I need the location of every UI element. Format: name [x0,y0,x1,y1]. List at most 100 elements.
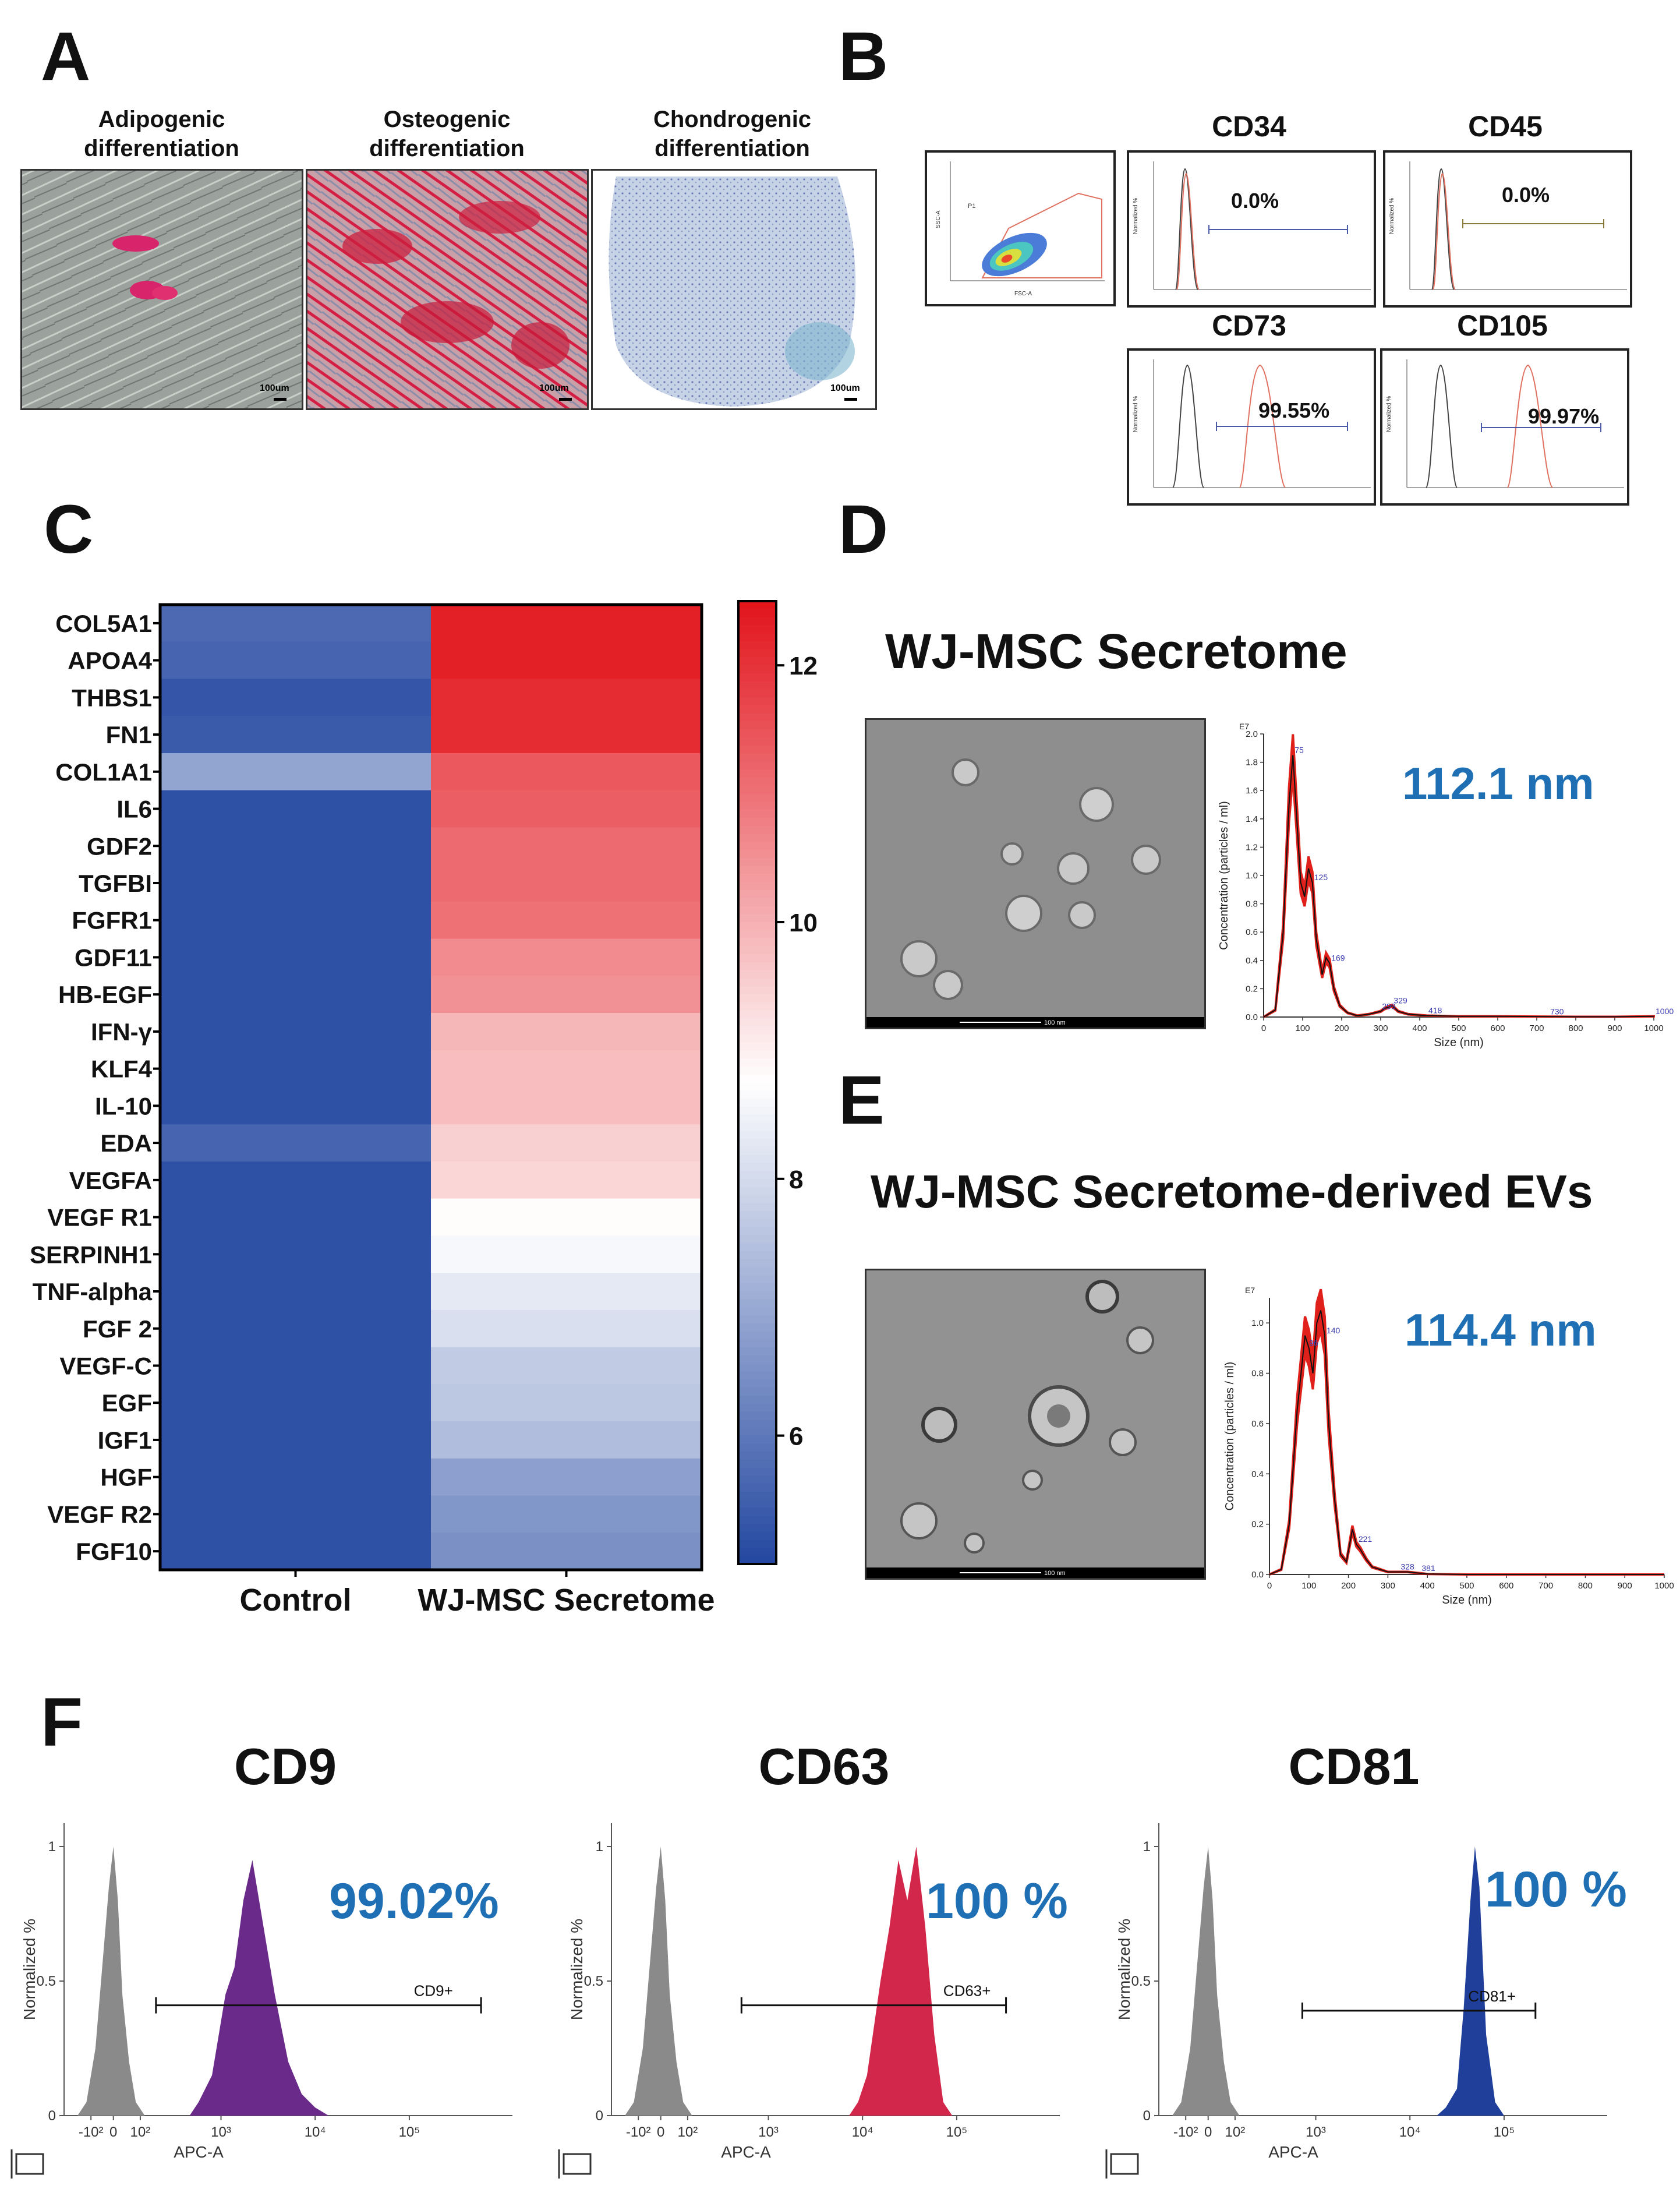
heatmap-cell-FGF 2-1 [431,1309,702,1348]
colorbar-segment [738,1002,776,1011]
evs-em-image: 100 nm [865,1269,1206,1580]
heatmap-svg: COL5A1 APOA4 THBS1 FN1 COL1A1 IL6 GDF2 TGFBI FGF… [30,600,818,1618]
panel-f-letter: F [41,1684,83,1761]
chondrogenic-image: 100um [593,171,875,408]
heatmap-row-label: COL5A1 [55,610,152,637]
colorbar-segment [738,1275,776,1284]
heatmap-col-label: WJ-MSC Secretome [418,1583,715,1618]
panel-e-title: WJ-MSC Secretome-derived EVs [871,1166,1593,1217]
heatmap-cell-FN1-0 [160,716,432,754]
colorbar-segment [738,1427,776,1436]
cd9-histogram-container: 0 0.5 1 -10² 0 10² 10³ 10⁴ 10⁵ APC-A Normalized % C… [0,1800,559,2193]
secretome-nta-x-tick-label: 600 [1490,1023,1505,1033]
heatmap-cell-VEGFA-1 [431,1161,702,1199]
cd9-histogram: 0 0.5 1 -10² 0 10² 10³ 10⁴ 10⁵ APC-A Normalized % C… [10,1823,512,2179]
chondrogenic-title: Chondrogenic differentiation [653,107,812,161]
heatmap-cell-TGFBI-0 [160,864,432,902]
heatmap-cell-FGF10-0 [160,1533,432,1570]
colorbar-segment [738,753,776,762]
osteogenic-micrograph: 100um [306,169,589,410]
colorbar-segment [738,954,776,963]
colorbar-segment [738,1187,776,1195]
osteogenic-scalebar-label: 100um [539,383,569,393]
secretome-nta-peak-label: 299 [1382,1001,1396,1011]
colorbar-segment [738,802,776,810]
f1-cd63-x-tick-label: 10⁴ [852,2124,873,2140]
f2-cd81-x-tick-label: 10³ [1306,2124,1326,2140]
heatmap-row-label: FGF 2 [83,1315,152,1343]
cd105-title: CD105 [1457,309,1548,342]
evs-nta-error-band [1269,1288,1664,1576]
f2-cd81-zoom-icon [1110,2153,1139,2175]
colorbar-segment [738,1131,776,1139]
colorbar-segment [738,1540,776,1549]
heatmap-cell-HB-EGF-0 [160,976,432,1014]
heatmap-cell-VEGFA-0 [160,1161,432,1199]
colorbar-segment [738,673,776,682]
colorbar-segment [738,1339,776,1348]
cd34-y-axis: Normalized % [1133,198,1139,234]
f1-cd63-x-tick-label: 10² [678,2124,698,2140]
evs-nta-peak-label: 328 [1400,1562,1414,1572]
colorbar-segment [738,729,776,738]
heatmap-cell-THBS1-0 [160,679,432,716]
heatmap-cell-SERPINH1-1 [431,1235,702,1273]
heatmap-cell-VEGF R2-1 [431,1495,702,1533]
secretome-em-scale: 100 nm [1044,1019,1066,1026]
evs-nta-x-tick-label: 800 [1578,1581,1593,1591]
evs-nta-x-tick-label: 900 [1618,1581,1632,1591]
secretome-nta-mean-line [1263,755,1654,1018]
colorbar-segment [738,930,776,939]
heatmap-cell-COL5A1-0 [160,605,432,642]
cd45-percent: 0.0% [1502,183,1550,207]
colorbar-segment [738,1155,776,1163]
heatmap-cell-HGF-1 [431,1458,702,1496]
f1-cd63-isotype-peak [611,1847,692,2116]
heatmap-cell-GDF11-1 [431,938,702,976]
heatmap-cell-FGF10-1 [431,1533,702,1570]
f1-cd63-zoom-icon [563,2153,592,2175]
heatmap-container: COL5A1 APOA4 THBS1 FN1 COL1A1 IL6 GDF2 TGFBI FGF… [0,594,839,1643]
adipogenic-micrograph: 100um [20,169,303,410]
f1-cd63-x-tick-label: -10² [626,2124,651,2140]
colorbar-segment [738,601,776,610]
heatmap-cell-TNF-alpha-0 [160,1273,432,1311]
secretome-nta-y-tick-label: 1.2 [1246,842,1258,852]
f0-cd9-x-tick-label: 10² [130,2124,151,2140]
colorbar-segment [738,986,776,995]
colorbar-segment [738,874,776,882]
heatmap-row-label: THBS1 [72,684,152,711]
colorbar-segment [738,1114,776,1123]
cd105-plot: Normalized % [1386,359,1624,488]
f1-cd63-x-tick-label: 10³ [758,2124,779,2140]
cd105-y-axis: Normalized % [1386,396,1392,432]
heatmap-row-label: HGF [100,1464,152,1491]
colorbar-segment [738,914,776,923]
secretome-nta-y-tick-label: 1.4 [1246,814,1258,824]
colorbar-frame [737,600,777,1565]
heatmap-cell-COL1A1-1 [431,753,702,791]
heatmap-cell-FGFR1-1 [431,901,702,940]
evs-nta-peak-label: 381 [1421,1563,1435,1573]
colorbar-segment [738,713,776,722]
f0-cd9-x-tick-label: 0 [109,2124,117,2140]
chondrogenic-scalebar-label: 100um [830,383,860,393]
colorbar-segment [738,1307,776,1316]
colorbar-segment [738,1018,776,1027]
colorbar-segment [738,850,776,859]
heatmap-row-label: SERPINH1 [30,1241,152,1268]
heatmap-cell-IGF1-1 [431,1421,702,1459]
evs-nta-y-tick-label: 0.8 [1251,1369,1264,1379]
evs-nta-y-tick-label: 0.2 [1251,1520,1264,1530]
heatmap-row-label: VEGF R1 [47,1204,152,1231]
evs-em-scale: 100 nm [1044,1570,1066,1577]
f2-cd81-x-tick-label: -10² [1173,2124,1198,2140]
heatmap-row-label: IFN-γ [91,1018,153,1046]
colorbar-segment [738,633,776,642]
colorbar-segment [738,1251,776,1260]
colorbar-segment [738,1475,776,1484]
f1-cd63-x-tick-label: 0 [657,2124,664,2140]
evs-nta-peak-label: 96 [1309,1338,1318,1347]
f2-cd81-x-tick-label: 0 [1204,2124,1212,2140]
colorbar-segment [738,1163,776,1171]
